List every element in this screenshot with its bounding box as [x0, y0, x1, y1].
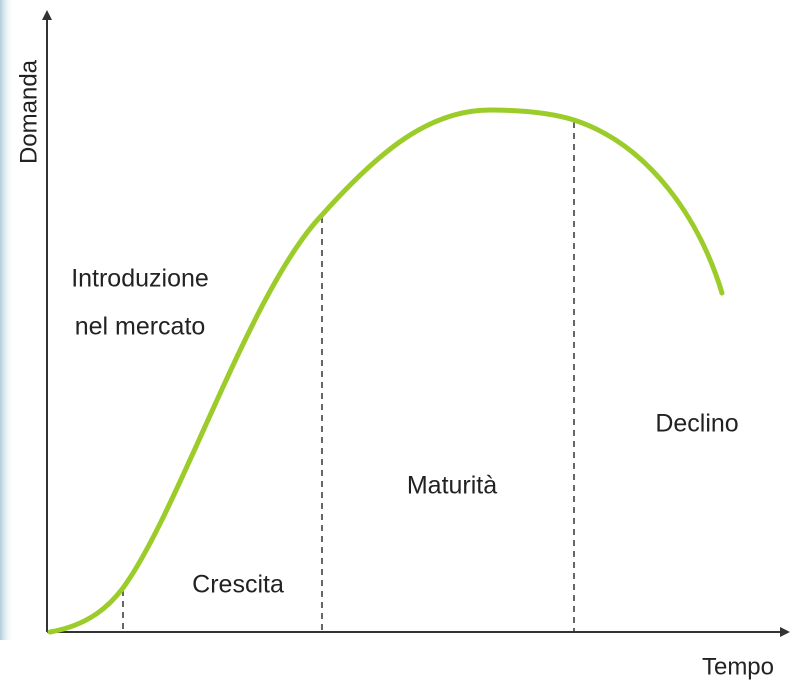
x-axis-label: Tempo — [702, 653, 774, 680]
life-cycle-curve — [47, 107, 725, 635]
stage-dividers — [122, 122, 575, 632]
stage-label: Maturità — [407, 472, 497, 500]
edge-artifact — [0, 0, 14, 640]
stage-label: Crescita — [192, 571, 284, 599]
stage-label: Introduzione — [71, 265, 209, 293]
y-axis-label: Domanda — [15, 59, 42, 164]
stage-label: Declino — [655, 410, 738, 438]
stage-label: nel mercato — [75, 313, 206, 341]
